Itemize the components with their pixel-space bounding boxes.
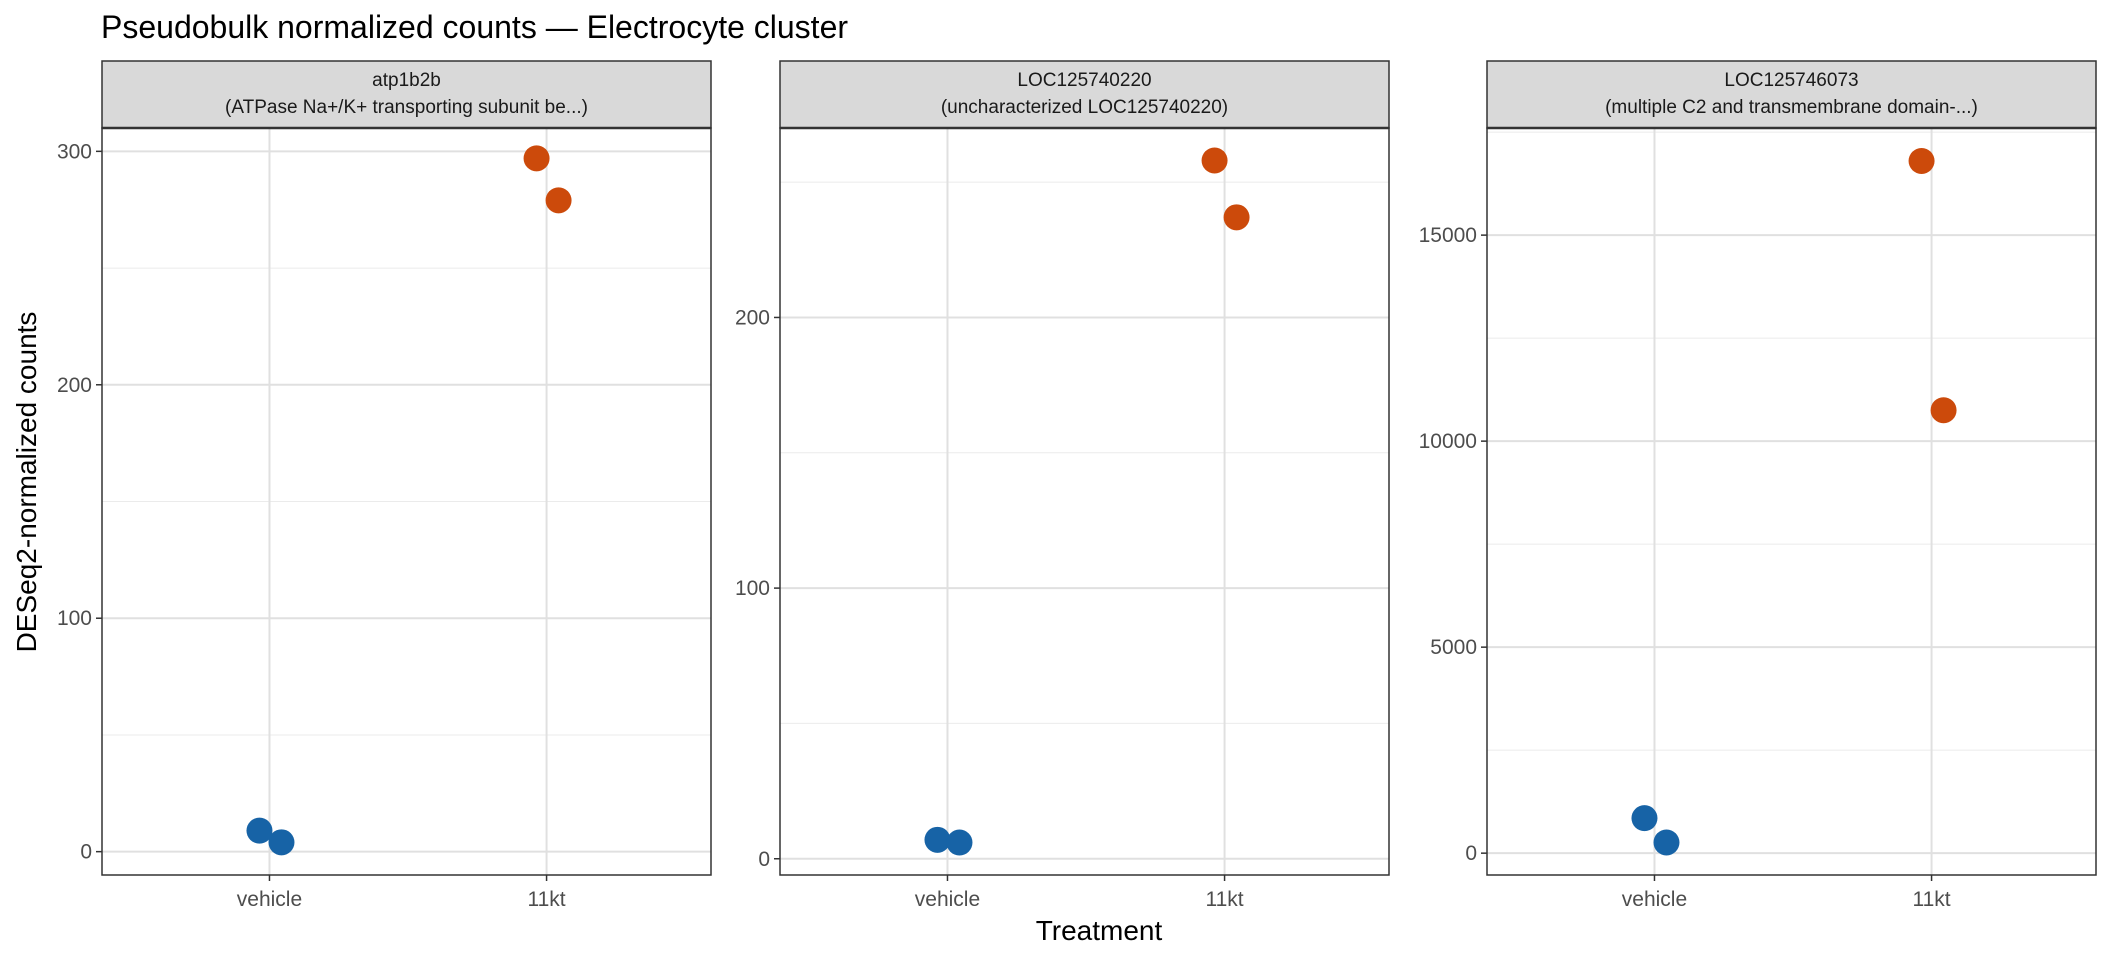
facet-strip: [1486, 60, 2097, 129]
facet-panel-2: LOC125740220 (uncharacterized LOC12574022…: [735, 60, 1390, 911]
data-point-vehicle: [946, 829, 973, 856]
facet-panel-1: atp1b2b (ATPase Na+/K+ transporting subun…: [57, 60, 712, 911]
facet-strip: [101, 60, 712, 129]
data-point-vehicle: [1653, 829, 1680, 856]
data-point-11kt: [1223, 204, 1250, 231]
facet-strip-description: (ATPase Na+/K+ transporting subunit be..…: [225, 97, 588, 118]
data-point-vehicle: [1631, 805, 1658, 832]
y-tick-label: 5000: [1430, 636, 1477, 659]
facet-strip-gene: LOC125740220: [1017, 70, 1151, 91]
x-tick-label: vehicle: [1622, 888, 1687, 911]
chart-title: Pseudobulk normalized counts — Electrocy…: [101, 9, 848, 45]
y-tick-label: 15000: [1419, 224, 1477, 247]
data-point-vehicle: [268, 829, 295, 856]
data-point-11kt: [1201, 147, 1228, 174]
data-point-vehicle: [246, 817, 273, 844]
y-tick-label: 0: [758, 848, 770, 871]
y-tick-label: 0: [1465, 842, 1477, 865]
facet-panel-3: LOC125746073 (multiple C2 and transmembra…: [1419, 60, 2097, 911]
y-tick-label: 300: [57, 140, 92, 163]
x-axis-title: Treatment: [1036, 915, 1163, 946]
y-tick-label: 0: [80, 841, 92, 864]
y-axis-title: DESeq2-normalized counts: [11, 312, 42, 653]
x-tick-label: 11kt: [1205, 888, 1243, 911]
x-tick-label: 11kt: [1912, 888, 1950, 911]
facet-strip-gene: atp1b2b: [372, 70, 441, 91]
x-tick-label: vehicle: [237, 888, 302, 911]
facet-strip-description: (uncharacterized LOC125740220): [941, 97, 1228, 118]
data-point-11kt: [545, 187, 572, 214]
data-point-vehicle: [924, 826, 951, 853]
facet-strip-description: (multiple C2 and transmembrane domain-..…: [1605, 97, 1978, 118]
data-point-11kt: [1930, 397, 1957, 424]
y-tick-label: 10000: [1419, 430, 1477, 453]
facet-panels: atp1b2b (ATPase Na+/K+ transporting subun…: [57, 60, 2097, 911]
y-tick-label: 200: [735, 306, 770, 329]
y-tick-label: 100: [57, 607, 92, 630]
x-tick-label: vehicle: [915, 888, 980, 911]
data-point-11kt: [523, 145, 550, 172]
x-tick-label: 11kt: [527, 888, 565, 911]
facet-strip-gene: LOC125746073: [1724, 70, 1858, 91]
y-tick-label: 100: [735, 577, 770, 600]
y-tick-label: 200: [57, 374, 92, 397]
plot-background: [780, 128, 1389, 875]
plot-background: [1487, 128, 2096, 875]
data-point-11kt: [1908, 147, 1935, 174]
